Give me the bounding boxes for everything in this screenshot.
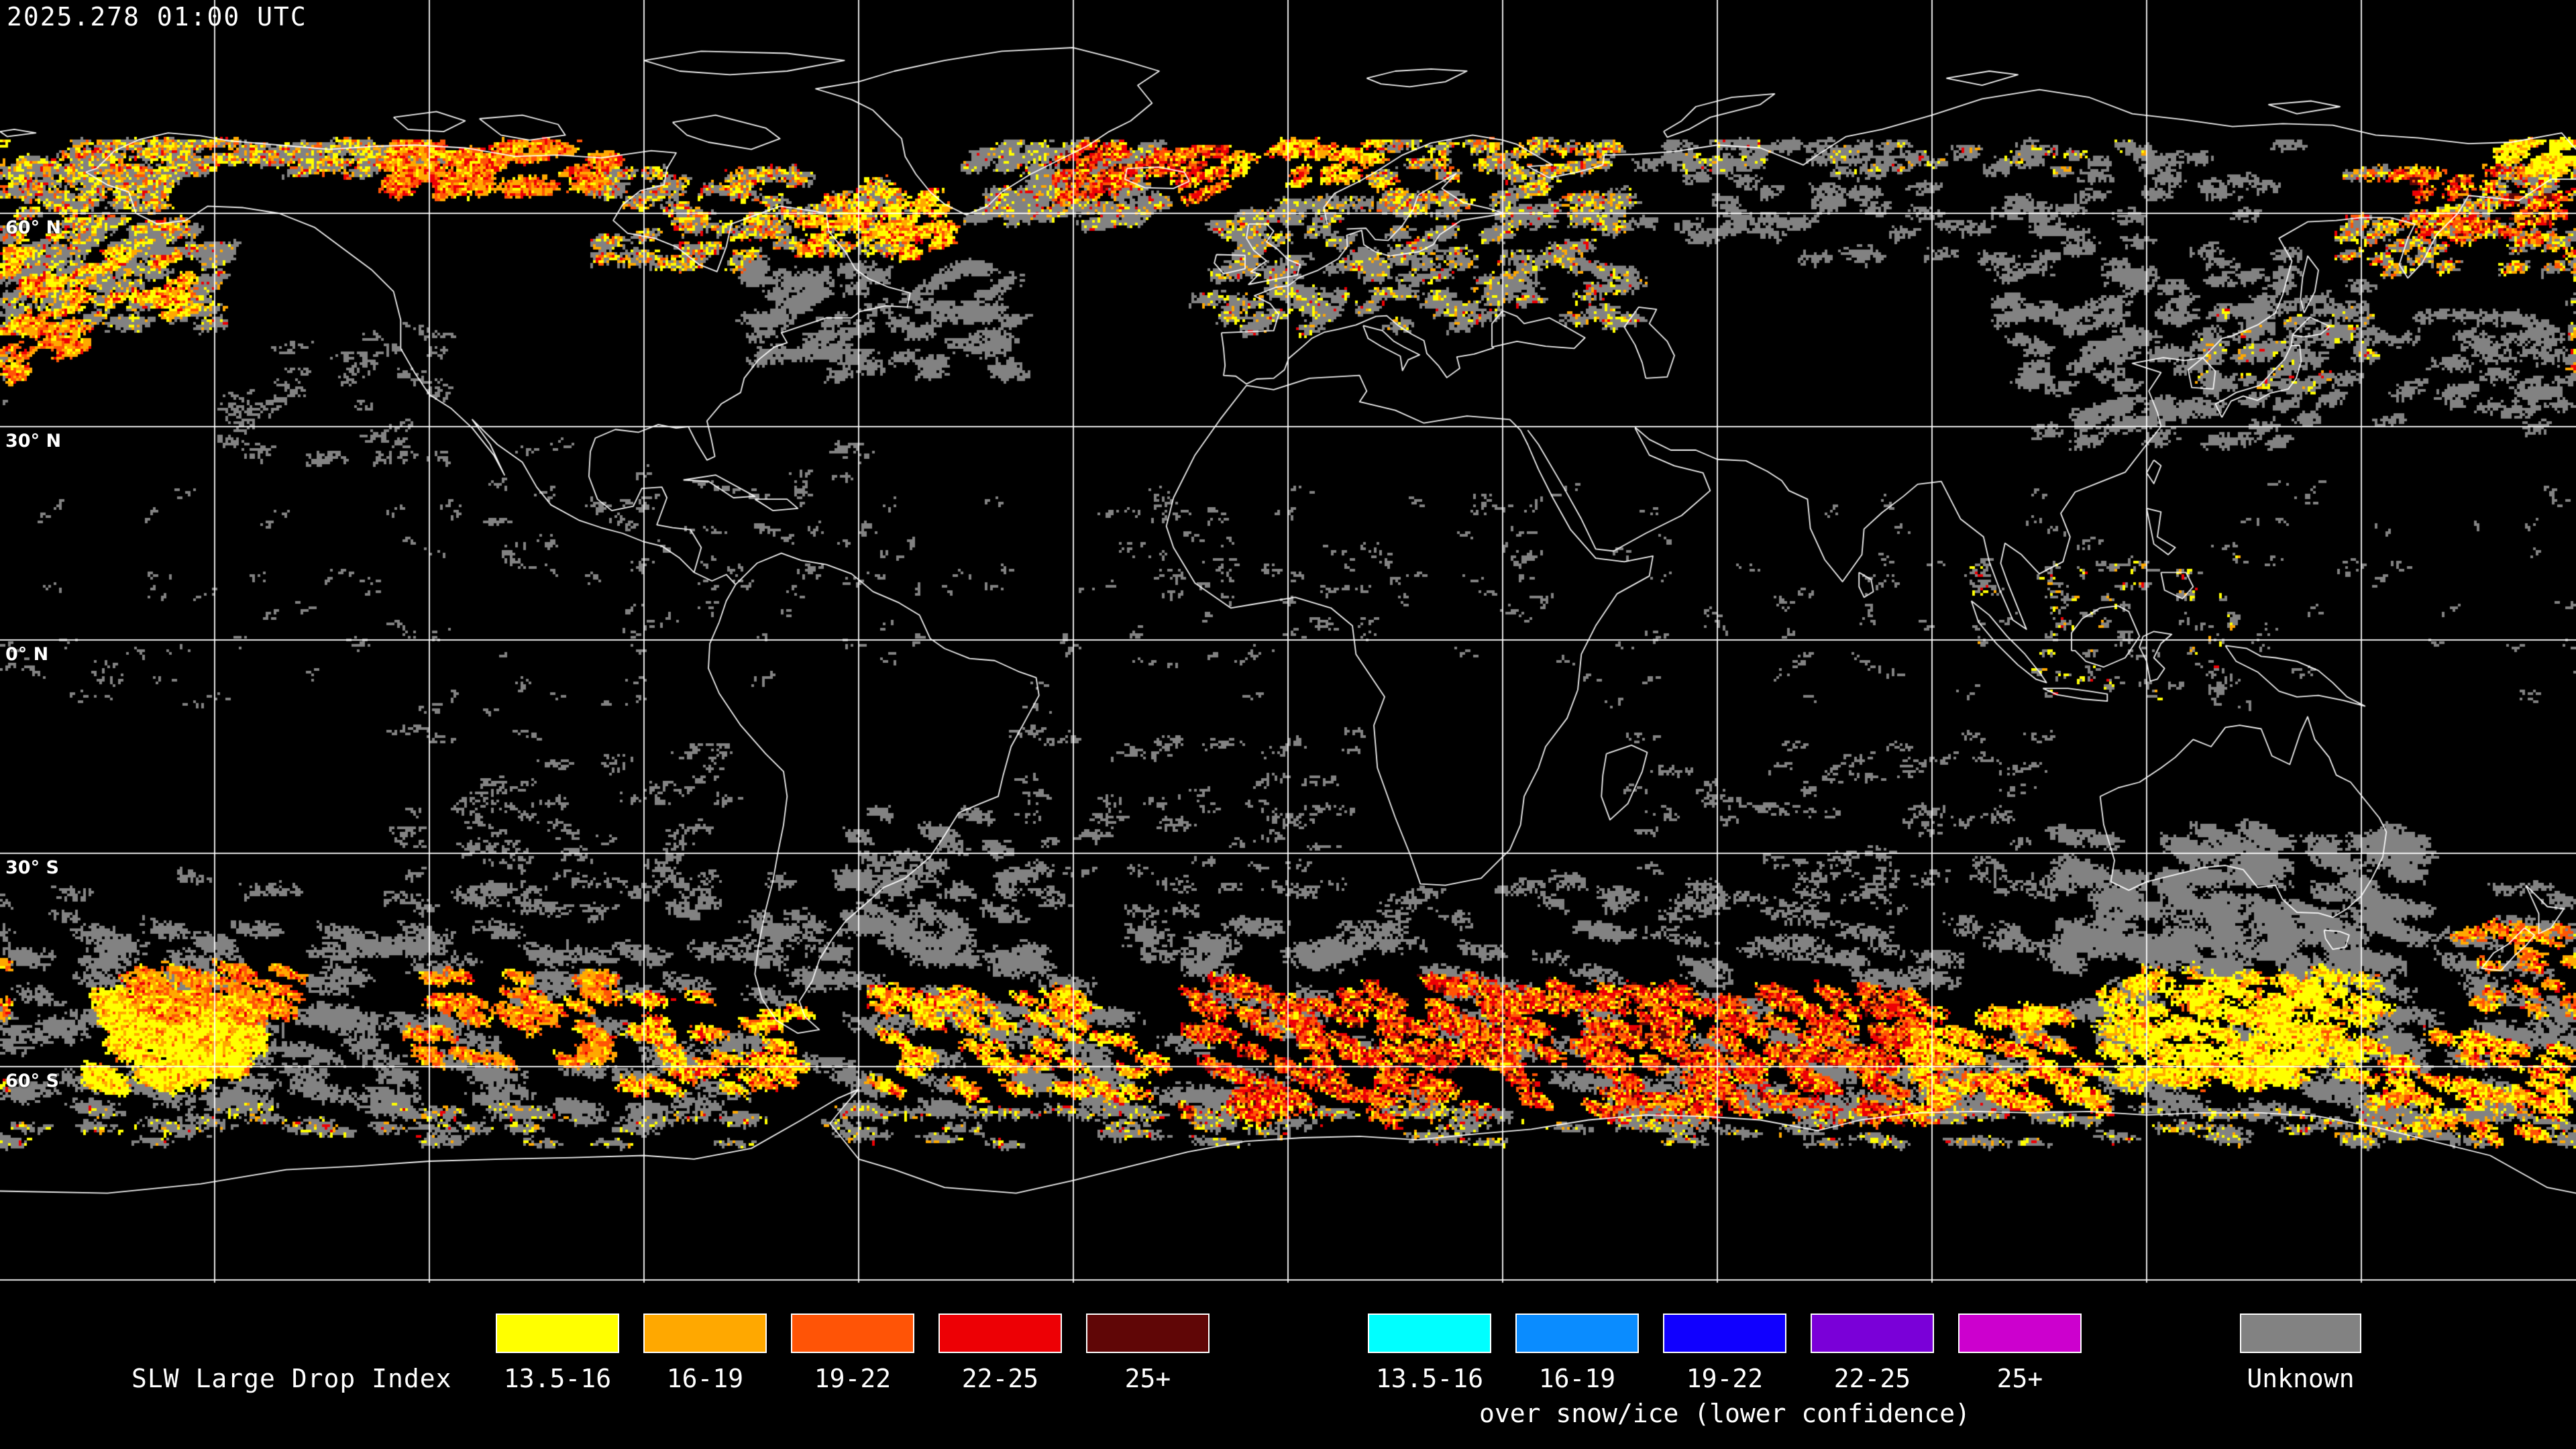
latitude-label: 60° N [5, 217, 62, 238]
snow-label-19-22: 19-22 [1686, 1364, 1764, 1393]
slw-swatch-19-22 [791, 1313, 914, 1353]
snow-swatch-16-19 [1515, 1313, 1639, 1353]
latitude-label: 30° N [5, 431, 62, 451]
slw-swatch-13.5-16 [496, 1313, 619, 1353]
timestamp-label: 2025.278 01:00 UTC [7, 2, 307, 32]
slw-label-22-25: 22-25 [961, 1364, 1039, 1393]
slw-swatch-22-25 [938, 1313, 1062, 1353]
snow-swatch-19-22 [1663, 1313, 1786, 1353]
snow-label-13.5-16: 13.5-16 [1375, 1364, 1484, 1393]
slw-label-16-19: 16-19 [666, 1364, 744, 1393]
unknown-swatch [2240, 1313, 2361, 1353]
snow-swatch-13.5-16 [1368, 1313, 1491, 1353]
legend-bar: SLW Large Drop Index 13.5-16 16-19 19-22… [0, 1308, 2576, 1449]
snow-swatch-22-25 [1811, 1313, 1934, 1353]
slw-label-25plus: 25+ [1124, 1364, 1171, 1393]
slw-label-13.5-16: 13.5-16 [503, 1364, 612, 1393]
slw-swatch-25plus [1086, 1313, 1210, 1353]
slw-swatch-16-19 [643, 1313, 767, 1353]
legend-title: SLW Large Drop Index [131, 1364, 452, 1393]
snow-legend-caption: over snow/ice (lower confidence) [1479, 1399, 1971, 1428]
unknown-label: Unknown [2247, 1364, 2355, 1393]
snow-label-25plus: 25+ [1996, 1364, 2043, 1393]
latitude-label: 60° S [5, 1071, 59, 1091]
latitude-label: 0° N [5, 644, 49, 665]
snow-swatch-25plus [1958, 1313, 2082, 1353]
latitude-label: 30° S [5, 857, 59, 878]
slw-label-19-22: 19-22 [814, 1364, 892, 1393]
snow-label-16-19: 16-19 [1538, 1364, 1616, 1393]
snow-label-22-25: 22-25 [1833, 1364, 1911, 1393]
